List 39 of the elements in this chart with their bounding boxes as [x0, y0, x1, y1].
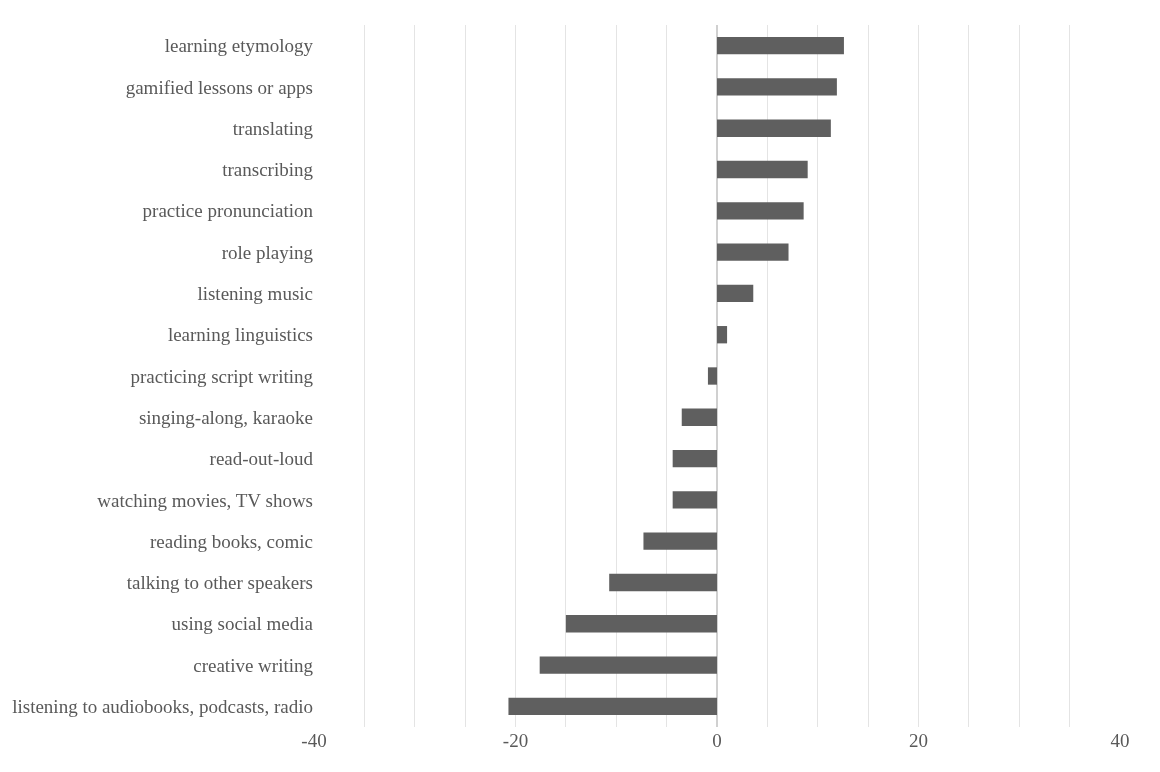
x-tick-label: -40: [301, 730, 327, 751]
bar: [717, 119, 831, 137]
bar: [717, 78, 837, 96]
y-tick-label: read-out-loud: [209, 448, 314, 470]
y-tick-label: using social media: [171, 613, 314, 635]
bar: [672, 449, 717, 468]
y-tick-label: talking to other speakers: [126, 572, 313, 594]
bar: [672, 491, 717, 509]
bar: [609, 573, 717, 592]
y-tick-label: transcribing: [222, 159, 314, 181]
y-tick-label: singing-along, karaoke: [138, 406, 313, 428]
bar: [681, 408, 717, 426]
bar: [643, 532, 717, 550]
bar: [717, 160, 808, 179]
bar: [717, 284, 754, 303]
bar: [508, 697, 717, 716]
x-tick-label: 20: [909, 730, 928, 751]
bar: [717, 36, 844, 55]
bar: [717, 326, 728, 344]
bar: [717, 202, 804, 220]
y-tick-label: learning linguistics: [167, 324, 313, 346]
y-tick-label: learning etymology: [164, 35, 314, 57]
y-tick-label: gamified lessons or apps: [125, 76, 313, 98]
y-tick-label: translating: [232, 117, 314, 139]
y-tick-label: listening music: [197, 283, 313, 305]
bar: [717, 243, 789, 261]
y-tick-label: listening to audiobooks, podcasts, radio: [12, 696, 313, 717]
y-tick-label: creative writing: [193, 654, 314, 676]
x-tick-label: -20: [502, 730, 529, 751]
y-tick-label: watching movies, TV shows: [97, 489, 313, 511]
y-tick-label: practice pronunciation: [142, 200, 314, 222]
y-tick-label: reading books, comic: [149, 530, 313, 552]
x-tick-label: 40: [1110, 730, 1130, 751]
x-tick-label: 0: [712, 730, 722, 751]
y-tick-label: role playing: [221, 241, 314, 263]
bar: [707, 367, 717, 385]
y-tick-label: practicing script writing: [130, 365, 314, 387]
bar: [565, 615, 717, 633]
bar: [539, 656, 717, 674]
